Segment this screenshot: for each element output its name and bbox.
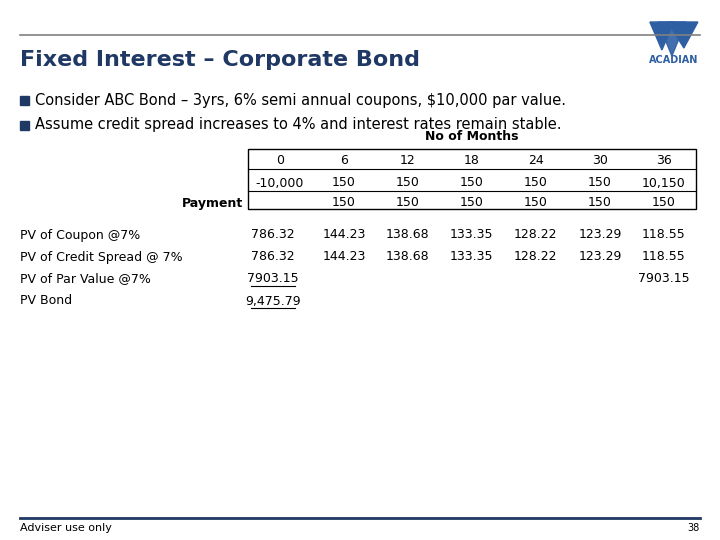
Text: 118.55: 118.55 xyxy=(642,228,685,241)
Text: PV of Par Value @7%: PV of Par Value @7% xyxy=(20,273,151,286)
Text: PV Bond: PV Bond xyxy=(20,294,72,307)
Text: 9,475.79: 9,475.79 xyxy=(245,294,301,307)
Text: 128.22: 128.22 xyxy=(514,251,558,264)
Text: 18: 18 xyxy=(464,154,480,167)
Text: 150: 150 xyxy=(460,177,484,190)
Text: 133.35: 133.35 xyxy=(450,251,494,264)
Text: Payment: Payment xyxy=(181,197,243,210)
Text: 150: 150 xyxy=(396,197,420,210)
Text: 150: 150 xyxy=(652,197,676,210)
Polygon shape xyxy=(650,22,674,50)
Bar xyxy=(20,121,29,130)
Text: Fixed Interest – Corporate Bond: Fixed Interest – Corporate Bond xyxy=(20,50,420,70)
Text: 7903.15: 7903.15 xyxy=(638,273,690,286)
Text: 6: 6 xyxy=(340,154,348,167)
Text: Assume credit spread increases to 4% and interest rates remain stable.: Assume credit spread increases to 4% and… xyxy=(35,118,562,132)
Text: 30: 30 xyxy=(592,154,608,167)
Text: 150: 150 xyxy=(332,197,356,210)
Text: 150: 150 xyxy=(460,197,484,210)
Text: 118.55: 118.55 xyxy=(642,251,685,264)
Text: 786.32: 786.32 xyxy=(251,228,294,241)
Text: Adviser use only: Adviser use only xyxy=(20,523,112,533)
Text: 24: 24 xyxy=(528,154,544,167)
Text: 786.32: 786.32 xyxy=(251,251,294,264)
Text: Consider ABC Bond – 3yrs, 6% semi annual coupons, $10,000 par value.: Consider ABC Bond – 3yrs, 6% semi annual… xyxy=(35,92,566,107)
Text: 133.35: 133.35 xyxy=(450,228,494,241)
Text: 12: 12 xyxy=(400,154,416,167)
Text: 38: 38 xyxy=(688,523,700,533)
Text: ACADIAN: ACADIAN xyxy=(649,55,698,65)
Text: No of Months: No of Months xyxy=(426,131,518,144)
Polygon shape xyxy=(658,22,686,56)
Text: 150: 150 xyxy=(524,177,548,190)
Text: 144.23: 144.23 xyxy=(323,251,366,264)
Text: 150: 150 xyxy=(588,197,612,210)
Text: -10,000: -10,000 xyxy=(256,177,304,190)
Text: 150: 150 xyxy=(396,177,420,190)
Text: 150: 150 xyxy=(588,177,612,190)
Polygon shape xyxy=(668,22,698,48)
Text: PV of Credit Spread @ 7%: PV of Credit Spread @ 7% xyxy=(20,251,183,264)
Bar xyxy=(248,149,696,209)
Text: 150: 150 xyxy=(524,197,548,210)
Text: 123.29: 123.29 xyxy=(578,228,621,241)
Text: 123.29: 123.29 xyxy=(578,251,621,264)
Text: 150: 150 xyxy=(332,177,356,190)
Text: PV of Coupon @7%: PV of Coupon @7% xyxy=(20,228,140,241)
Text: 144.23: 144.23 xyxy=(323,228,366,241)
Text: 10,150: 10,150 xyxy=(642,177,685,190)
Text: 36: 36 xyxy=(656,154,672,167)
Text: 138.68: 138.68 xyxy=(386,228,430,241)
Text: 138.68: 138.68 xyxy=(386,251,430,264)
Bar xyxy=(20,96,29,105)
Text: 0: 0 xyxy=(276,154,284,167)
Text: 7903.15: 7903.15 xyxy=(247,273,299,286)
Text: 128.22: 128.22 xyxy=(514,228,558,241)
